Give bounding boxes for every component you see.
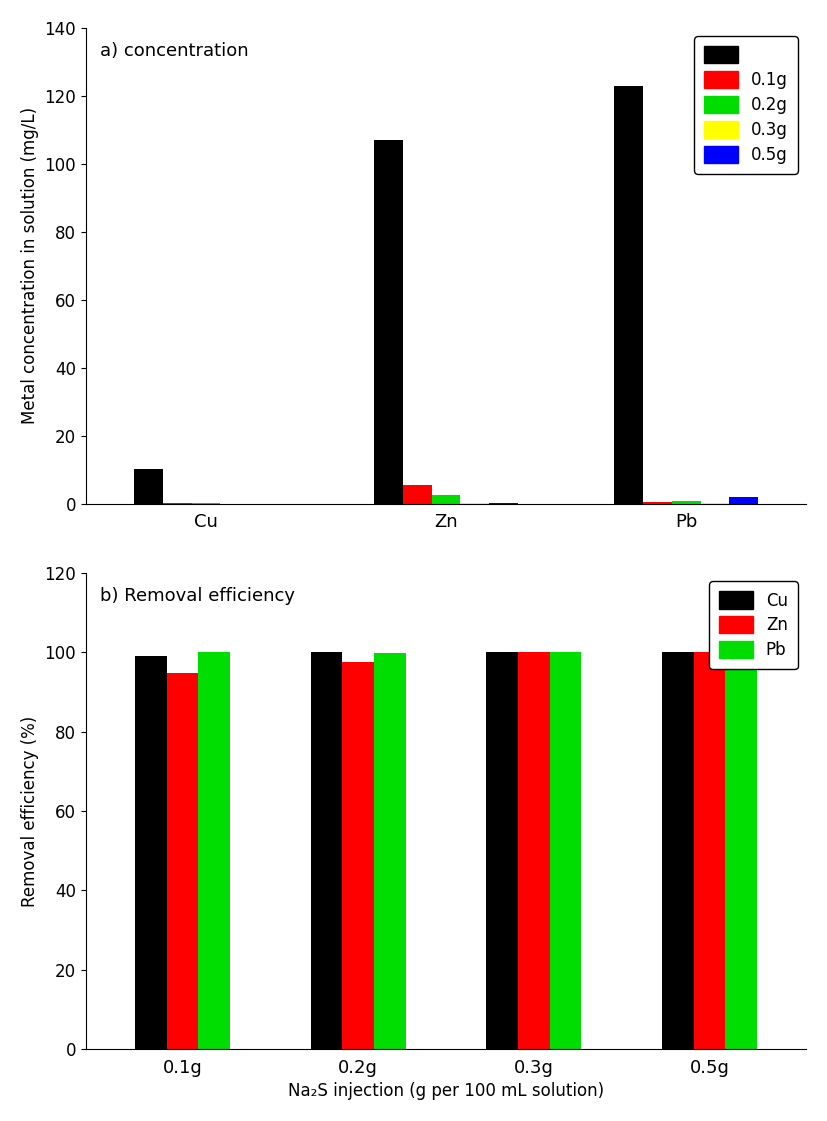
Legend: Cu, Zn, Pb: Cu, Zn, Pb [710, 582, 798, 669]
Bar [167, 673, 198, 1049]
Bar [342, 663, 374, 1049]
Bar [134, 469, 163, 503]
Bar [550, 651, 581, 1049]
Bar [694, 652, 725, 1049]
Text: a) concentration: a) concentration [100, 43, 249, 61]
Bar [672, 501, 700, 503]
Bar [518, 652, 550, 1049]
Bar [486, 652, 518, 1049]
Bar [614, 85, 643, 503]
X-axis label: Na₂S injection (g per 100 mL solution): Na₂S injection (g per 100 mL solution) [288, 1082, 604, 1100]
Bar [662, 652, 694, 1049]
Bar [311, 652, 342, 1049]
Bar [403, 485, 432, 503]
Bar [643, 502, 672, 503]
Bar [374, 140, 403, 503]
Bar [135, 657, 167, 1049]
Legend: , 0.1g, 0.2g, 0.3g, 0.5g: , 0.1g, 0.2g, 0.3g, 0.5g [695, 36, 798, 174]
Y-axis label: Metal concentration in solution (mg/L): Metal concentration in solution (mg/L) [21, 108, 39, 425]
Bar [729, 497, 758, 503]
Bar [374, 654, 405, 1049]
Bar [198, 652, 230, 1049]
Bar [725, 665, 757, 1049]
Text: b) Removal efficiency: b) Removal efficiency [100, 587, 295, 605]
Y-axis label: Removal efficiency (%): Removal efficiency (%) [21, 715, 39, 907]
Bar [432, 495, 461, 503]
